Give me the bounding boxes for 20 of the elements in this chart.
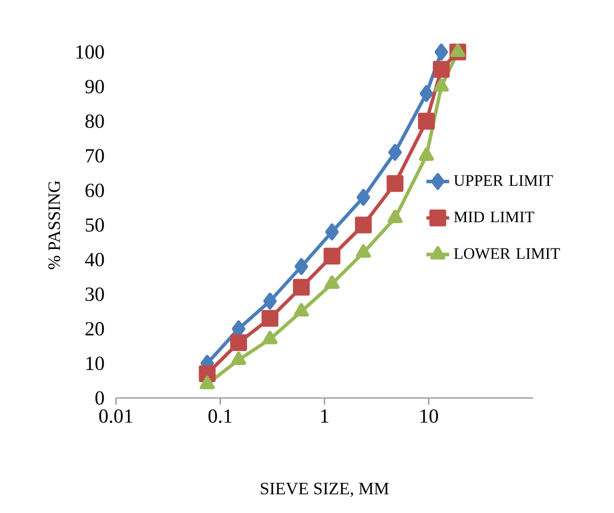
legend-label: UPPER LIMIT (454, 175, 553, 186)
x-tick-label: 10 (420, 409, 438, 423)
y-tick-label: 0 (95, 391, 104, 405)
y-tick-label: 20 (86, 322, 104, 336)
y-tick-label: 80 (85, 114, 104, 128)
x-tick-label: 0.1 (208, 409, 232, 423)
y-tick-label: 40 (85, 252, 104, 266)
y-tick-label: 60 (86, 184, 104, 198)
y-tick-label: 100 (76, 45, 104, 59)
x-tick-label: 1 (321, 409, 328, 423)
x-tick-label: 0.01 (99, 409, 132, 423)
y-axis-title: % PASSING (48, 180, 60, 270)
y-tick-label: 90 (85, 80, 104, 94)
y-tick-label: 70 (86, 149, 104, 163)
legend-label: MID LIMIT (454, 212, 534, 222)
y-tick-label: 30 (86, 287, 104, 301)
legend-label: LOWER LIMIT (454, 248, 560, 260)
x-axis-title: SIEVE SIZE, MM (260, 482, 389, 497)
y-tick-label: 10 (86, 356, 104, 370)
y-tick-label: 50 (86, 218, 104, 232)
